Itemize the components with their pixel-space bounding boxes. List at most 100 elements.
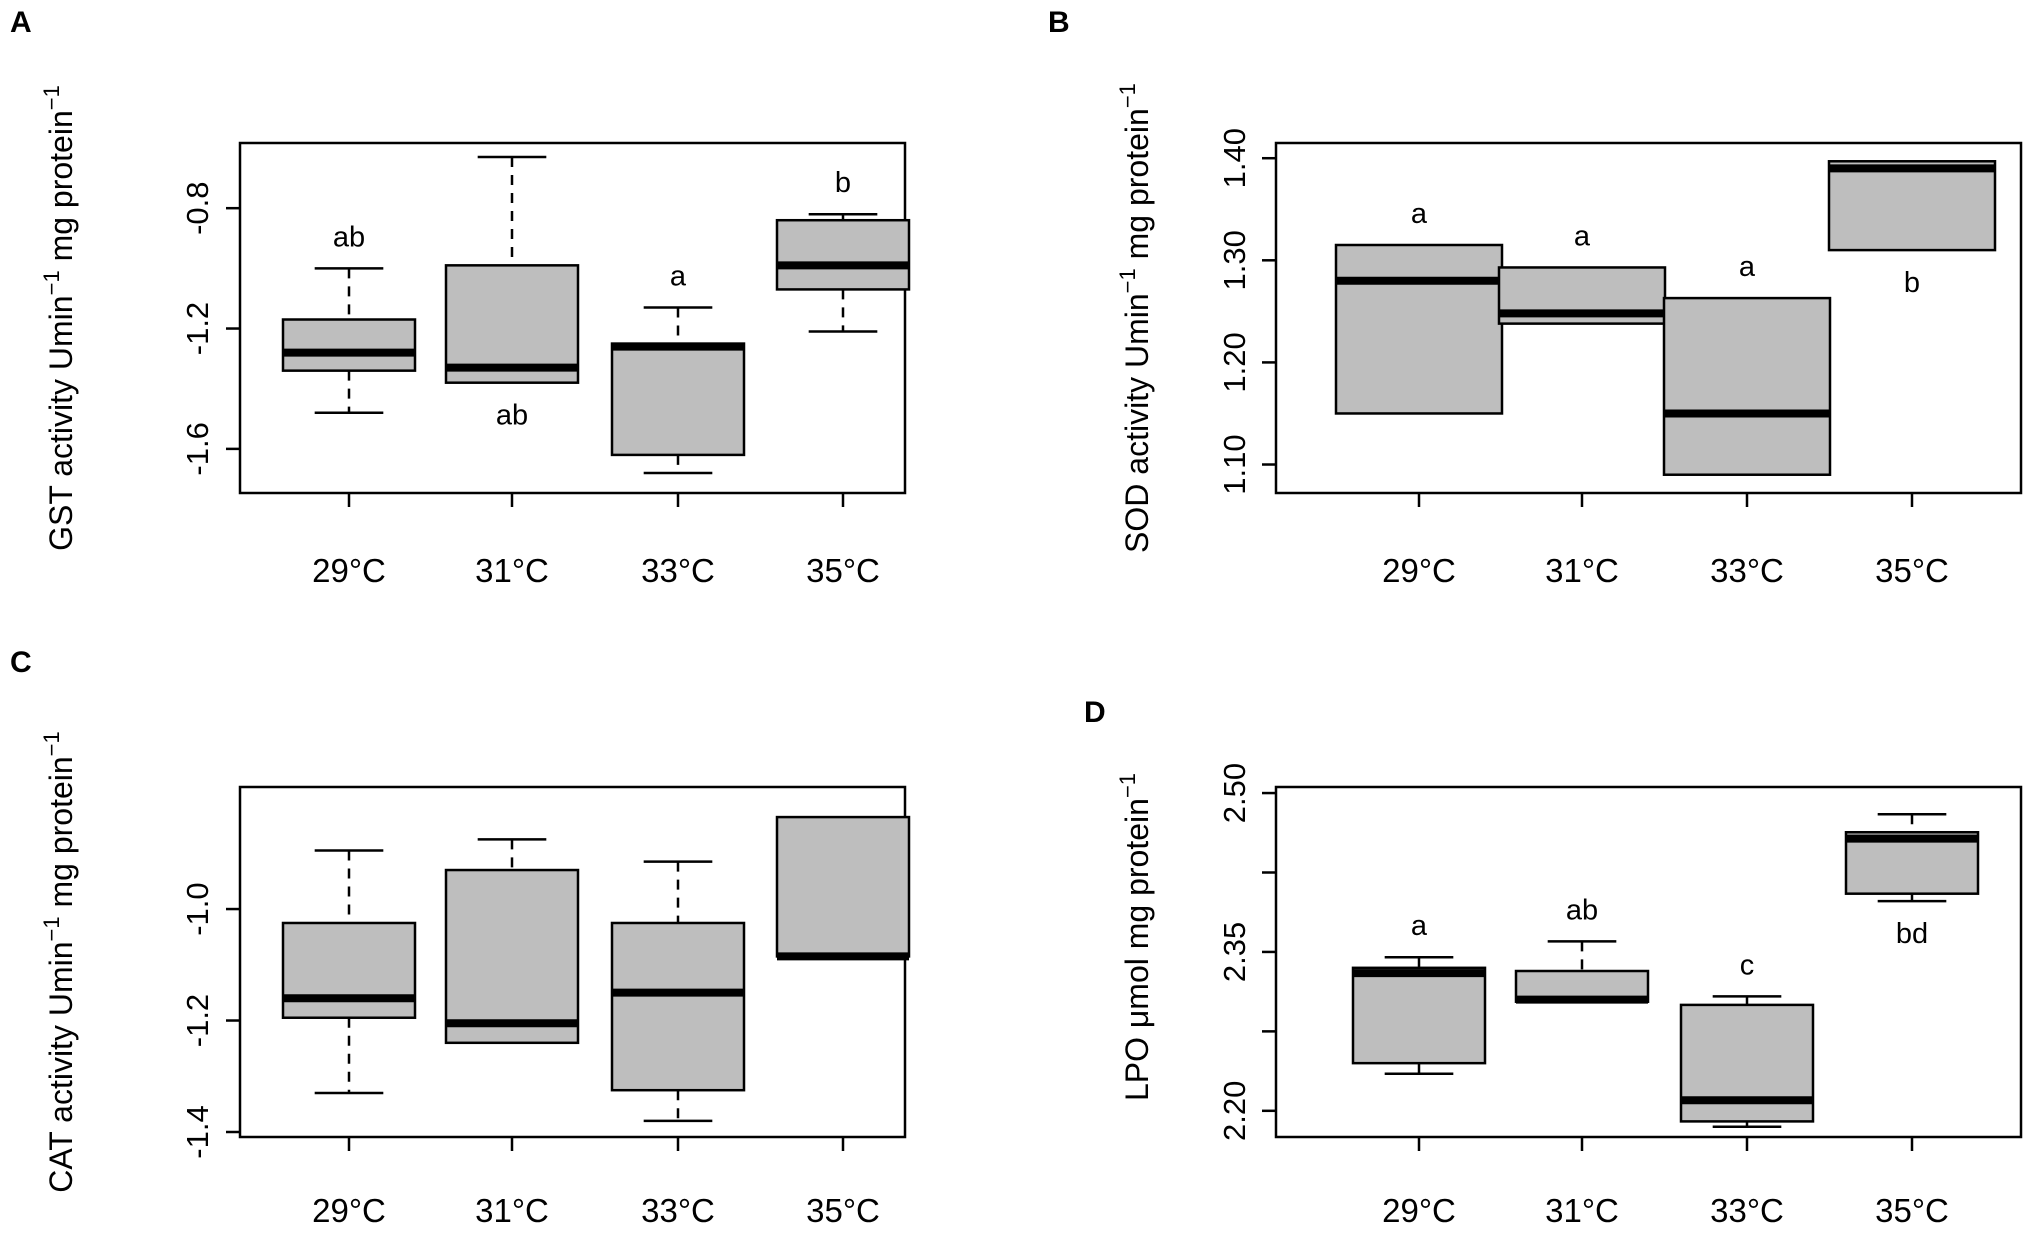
box-33c xyxy=(610,860,746,1123)
y-axis-title-ylabel-main: GST activity Umin xyxy=(43,295,79,550)
y-tick-label: -1.2 xyxy=(180,994,215,1047)
x-tick-label: 35°C xyxy=(806,552,880,589)
significance-label: ab xyxy=(496,400,528,432)
y-axis-title-ylabel-sup2: −1 xyxy=(39,85,64,110)
box-29c: a xyxy=(1351,910,1487,1075)
box-35c: b xyxy=(775,167,911,333)
y-axis-title-ylabel-rest: mg protein xyxy=(1119,108,1155,268)
plot-frame xyxy=(1274,785,2023,1139)
box-body xyxy=(1827,160,1997,252)
plot-frame xyxy=(238,141,907,495)
box-body xyxy=(444,868,580,1045)
box-body xyxy=(1351,966,1487,1065)
y-axis-title: CAT activity Umin−1 mg protein−1 xyxy=(39,731,79,1193)
x-tick-label: 33°C xyxy=(641,552,715,589)
x-tick-label: 33°C xyxy=(641,1192,715,1229)
y-tick-label: -1.2 xyxy=(180,302,215,355)
y-tick-label: 2.20 xyxy=(1217,1081,1252,1141)
y-tick-label: -1.0 xyxy=(180,882,215,935)
box-35c: bd xyxy=(1844,812,1980,950)
box-body xyxy=(1662,296,1832,476)
panel-label-b: B xyxy=(1048,6,1070,39)
box-31c xyxy=(444,838,580,1045)
y-axis-title-ylabel-rest: mg protein xyxy=(43,756,79,916)
x-tick-label: 29°C xyxy=(312,552,386,589)
box-35c: b xyxy=(1827,160,1997,299)
panel-label-c: C xyxy=(10,646,32,679)
x-tick-label: 29°C xyxy=(312,1192,386,1229)
x-tick-label: 35°C xyxy=(1875,552,1949,589)
significance-label: a xyxy=(1411,198,1428,230)
x-tick-label: 31°C xyxy=(475,1192,549,1229)
box-body xyxy=(610,921,746,1092)
significance-label: b xyxy=(1904,267,1920,299)
y-axis-title-ylabel-main: CAT activity Umin xyxy=(43,941,79,1192)
y-axis-title-ylabel-sup2: −1 xyxy=(1115,83,1140,108)
box-body xyxy=(610,342,746,457)
panel-d-chart: 2.20 2.35 2.50 29°C 31°C 33°C 35°C a ab c bd LPO μm… xyxy=(1115,763,2023,1229)
box-33c: a xyxy=(610,260,746,475)
box-29c: a xyxy=(1334,198,1504,415)
y-tick-label: -1.6 xyxy=(180,422,215,475)
x-tick-label: 35°C xyxy=(1875,1192,1949,1229)
y-tick-label: 1.20 xyxy=(1217,332,1252,392)
y-axis-title: LPO μmol mg protein−1 xyxy=(1115,773,1155,1101)
plot-frame xyxy=(1274,141,2023,495)
significance-label: a xyxy=(670,260,687,292)
x-tick-label: 33°C xyxy=(1710,1192,1784,1229)
x-tick-label: 35°C xyxy=(806,1192,880,1229)
box-body xyxy=(1334,243,1504,415)
y-tick-label: 1.10 xyxy=(1217,434,1252,494)
y-tick-label: -0.8 xyxy=(180,181,215,234)
panel-c-chart: -1.4 -1.2 -1.0 29°C 31°C 33°C 35°C CAT activity… xyxy=(39,731,911,1229)
significance-label: a xyxy=(1574,220,1591,252)
y-tick-label: 2.35 xyxy=(1217,922,1252,982)
x-tick-label: 29°C xyxy=(1382,552,1456,589)
box-body xyxy=(281,318,417,372)
y-axis-title: GST activity Umin−1 mg protein−1 xyxy=(39,85,79,551)
y-axis-title: SOD activity Umin−1 mg protein−1 xyxy=(1115,83,1155,553)
box-29c xyxy=(281,849,417,1095)
box-31c: ab xyxy=(1514,894,1650,1004)
y-tick-label: 1.40 xyxy=(1217,128,1252,188)
box-29c: ab xyxy=(281,221,417,415)
box-body xyxy=(775,815,911,958)
box-33c: a xyxy=(1662,251,1832,476)
significance-label: ab xyxy=(333,221,365,253)
significance-label: a xyxy=(1739,251,1756,283)
box-body xyxy=(281,921,417,1019)
y-axis-title-ylabel-sup: −1 xyxy=(39,270,64,295)
x-tick-label: 33°C xyxy=(1710,552,1784,589)
x-tick-label: 31°C xyxy=(1545,1192,1619,1229)
y-tick-label: 2.50 xyxy=(1217,763,1252,823)
significance-label: a xyxy=(1411,910,1428,942)
panel-label-a: A xyxy=(10,6,32,39)
box-body xyxy=(775,218,911,291)
significance-label: bd xyxy=(1896,918,1928,950)
box-body xyxy=(444,264,580,384)
box-31c: a xyxy=(1497,220,1667,325)
y-axis-title-ylabel-sup2: −1 xyxy=(39,731,64,756)
box-31c: ab xyxy=(444,155,580,432)
y-axis-title-ylabel-main: LPO μmol mg protein xyxy=(1119,798,1155,1101)
significance-label: ab xyxy=(1566,894,1598,926)
y-tick-label: 1.30 xyxy=(1217,230,1252,290)
plot-frame xyxy=(238,785,907,1139)
y-axis-title-ylabel-sup: −1 xyxy=(39,916,64,941)
x-tick-label: 31°C xyxy=(1545,552,1619,589)
significance-label: c xyxy=(1740,949,1755,981)
y-axis-title-ylabel-main: SOD activity Umin xyxy=(1119,293,1155,553)
y-tick-label: -1.4 xyxy=(180,1105,215,1158)
x-tick-label: 31°C xyxy=(475,552,549,589)
y-axis-title-ylabel-sup: −1 xyxy=(1115,773,1140,798)
panel-b-chart: 1.10 1.20 1.30 1.40 29°C 31°C 33°C 35°C a a a b SOD … xyxy=(1115,83,2023,589)
significance-label: b xyxy=(835,167,851,199)
y-axis-title-ylabel-rest: mg protein xyxy=(43,110,79,270)
y-axis-title-ylabel-sup: −1 xyxy=(1115,268,1140,293)
box-35c xyxy=(775,815,911,961)
panel-label-d: D xyxy=(1084,696,1106,729)
x-tick-label: 29°C xyxy=(1382,1192,1456,1229)
